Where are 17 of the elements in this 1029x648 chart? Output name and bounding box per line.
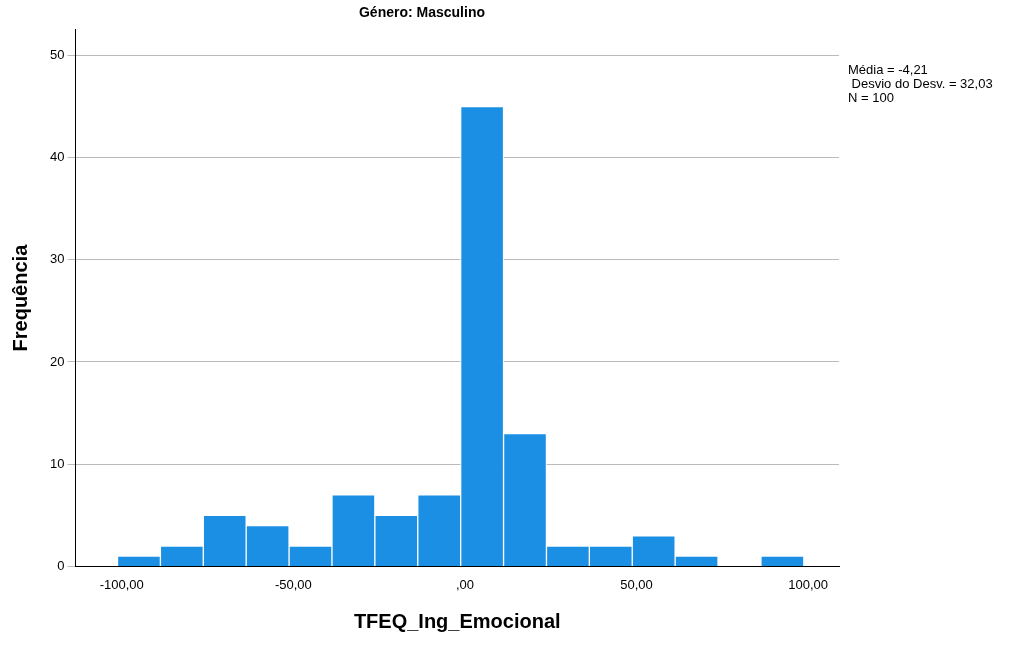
y-tick-label: 10 bbox=[49, 455, 65, 471]
y-tick-label: 50 bbox=[49, 46, 65, 62]
x-tick-label: 100,00 bbox=[788, 576, 828, 592]
text: Média = -4,21 bbox=[848, 62, 929, 77]
x-axis-title: TFEQ_Ing_Emocional bbox=[353, 609, 561, 632]
text: Desvio do Desv. = 32,03 bbox=[850, 76, 993, 91]
x-tick-label: 50,00 bbox=[620, 576, 653, 592]
y-tick-label: 30 bbox=[49, 251, 65, 267]
y-tick-label: 40 bbox=[49, 149, 65, 165]
x-tick-label: -100,00 bbox=[99, 576, 144, 592]
x-tick-label: -50,00 bbox=[274, 576, 312, 592]
text: N = 100 bbox=[848, 90, 895, 105]
x-tick-label: ,00 bbox=[455, 576, 474, 592]
y-tick-label: 0 bbox=[57, 557, 65, 573]
y-tick-label: 20 bbox=[49, 353, 65, 369]
y-axis-title: Frequência bbox=[8, 243, 31, 352]
chart-title: Género: Masculino bbox=[358, 4, 486, 21]
